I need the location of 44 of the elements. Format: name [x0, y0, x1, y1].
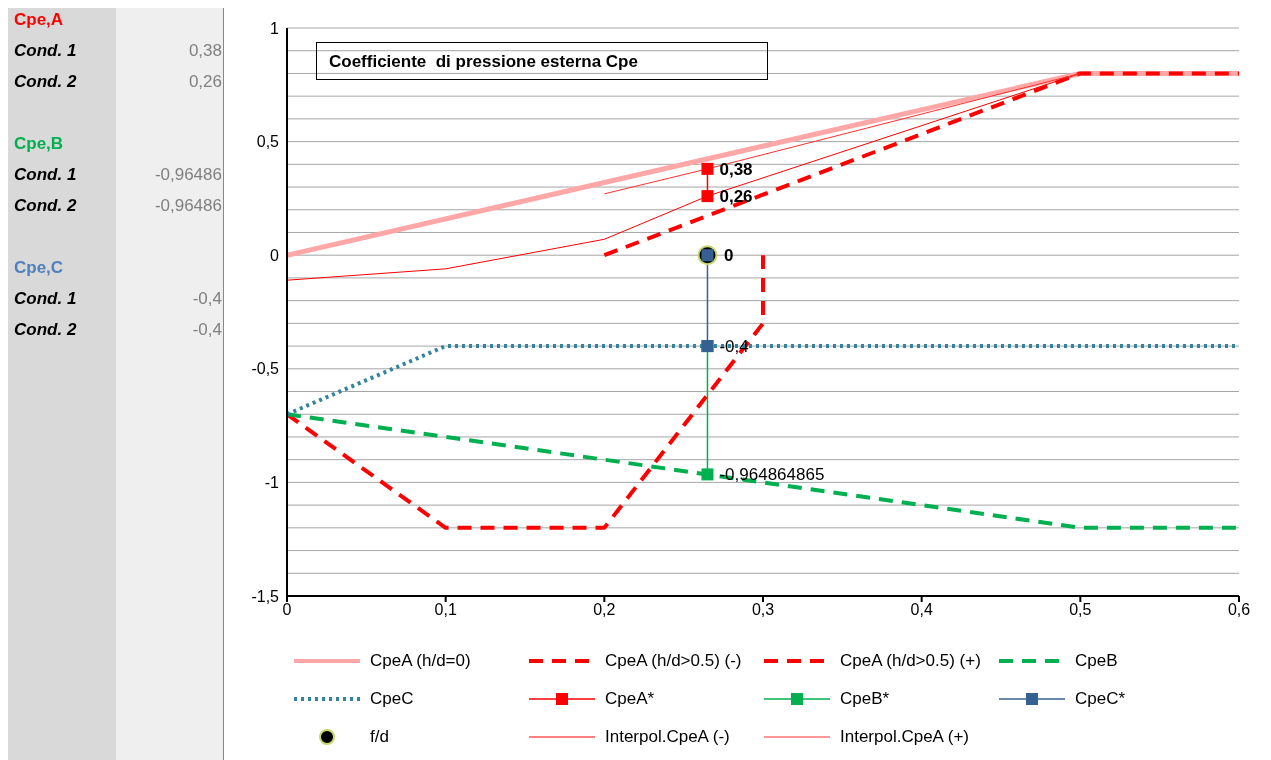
legend-label: CpeC*: [1075, 689, 1126, 709]
text: -0,4: [191, 289, 222, 310]
x-tick-label: 0,6: [1227, 601, 1251, 619]
text: 0,38: [187, 41, 222, 62]
text: 0,26: [187, 72, 222, 93]
legend-label: Interpol.CpeA (-): [605, 727, 730, 747]
y-tick-label: -1: [264, 474, 280, 492]
text: Cond. 2: [13, 72, 78, 93]
x-tick-label: 0: [282, 601, 292, 619]
y-tick-label: 0,5: [256, 133, 280, 151]
text: Cpe,B: [13, 134, 65, 155]
text: -0,96486: [153, 165, 222, 186]
text: Cond. 1: [13, 165, 78, 186]
text: Cpe,A: [13, 10, 65, 31]
text: Coefficiente di pressione esterna Cpe: [316, 42, 768, 80]
x-tick-label: 0,1: [434, 601, 457, 619]
legend-label: CpeA (h/d>0.5) (+): [840, 651, 981, 671]
x-tick-label: 0,5: [1069, 601, 1092, 619]
data-label: 0,38: [719, 159, 753, 179]
legend-label: CpeB: [1075, 651, 1118, 671]
legend-label: CpeC: [370, 689, 414, 709]
text: Cond. 1: [13, 289, 78, 310]
legend-label: CpeB*: [840, 689, 890, 709]
legend-label: CpeA (h/d>0.5) (-): [605, 651, 742, 671]
data-label: 0: [723, 246, 734, 266]
legend-label: CpeA*: [605, 689, 655, 709]
text: Cpe,C: [13, 258, 65, 279]
text: Cond. 2: [13, 320, 78, 341]
data-label: -0,964864865: [719, 465, 825, 485]
text: Cond. 1: [13, 41, 78, 62]
text: -0,96486: [153, 196, 222, 217]
text: -0,4: [191, 320, 222, 341]
legend-label: f/d: [370, 727, 389, 747]
y-tick-label: -0,5: [251, 360, 280, 378]
y-tick-label: 1: [270, 19, 280, 37]
legend-label: Interpol.CpeA (+): [840, 727, 969, 747]
data-label: 0,26: [719, 187, 753, 207]
y-tick-label: -1,5: [251, 587, 280, 605]
legend-label: CpeA (h/d=0): [370, 651, 471, 671]
x-tick-label: 0,3: [751, 601, 775, 619]
x-tick-label: 0,4: [910, 601, 933, 619]
y-tick-label: 0: [270, 246, 280, 264]
text: Cond. 2: [13, 196, 78, 217]
x-tick-label: 0,2: [593, 601, 616, 619]
